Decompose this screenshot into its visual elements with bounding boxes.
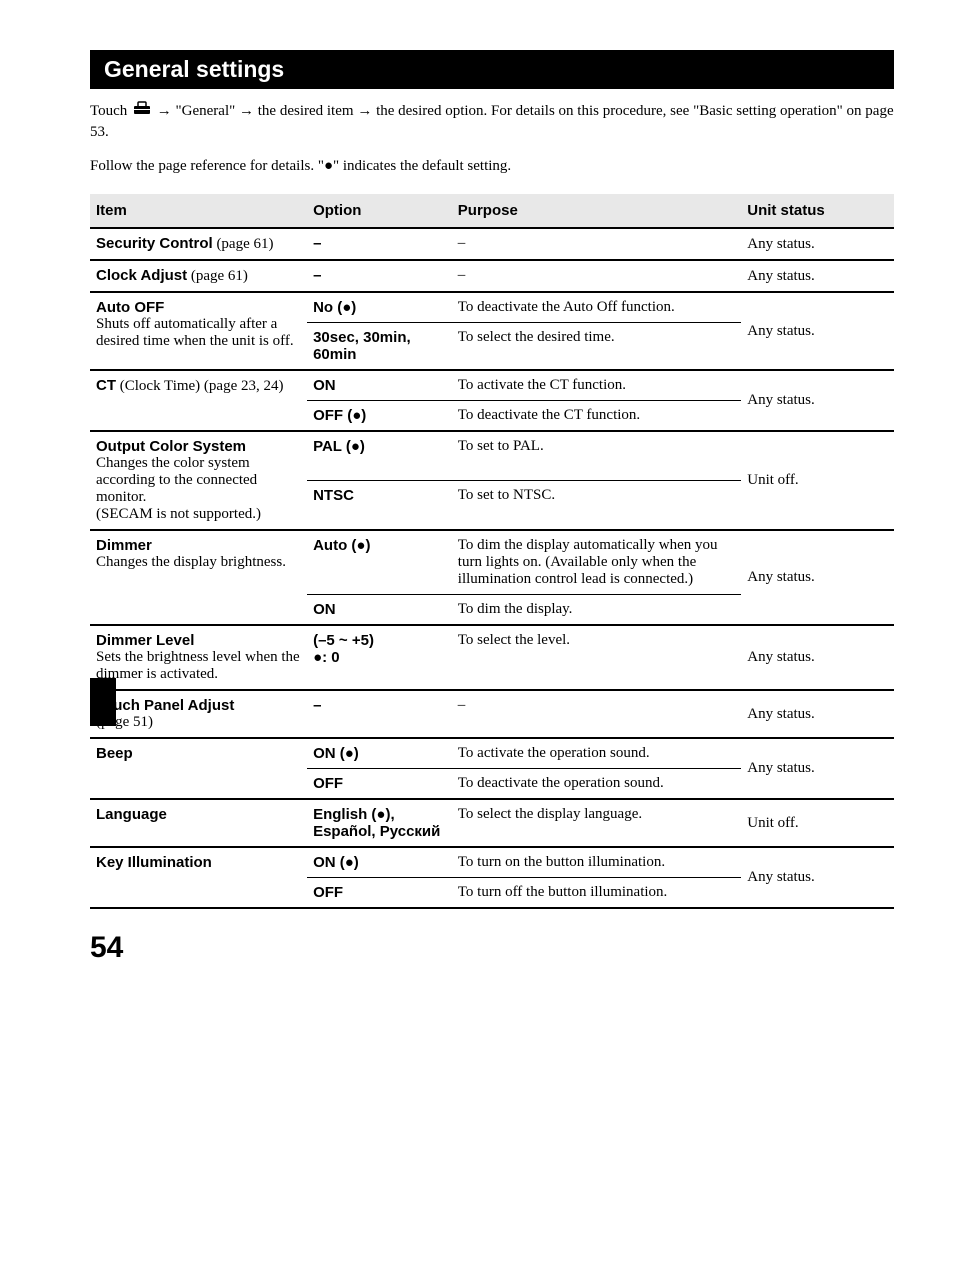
option-cell: PAL (●) <box>307 431 452 481</box>
table-row: Dimmer Changes the display brightness. A… <box>90 530 894 595</box>
purpose-cell: To deactivate the Auto Off function. <box>452 292 741 323</box>
intro-line2: Follow the page reference for details. "… <box>90 156 894 176</box>
status-cell: Any status. <box>741 260 894 292</box>
item-autooff-desc: Shuts off automatically after a desired … <box>96 316 301 350</box>
arrow-icon: → <box>239 102 254 119</box>
option-cell: OFF <box>307 769 452 800</box>
item-output: Output Color System <box>96 438 301 455</box>
item-output-desc: Changes the color system according to th… <box>96 455 301 506</box>
purpose-cell: To set to NTSC. <box>452 481 741 531</box>
intro-touch: Touch <box>90 103 127 119</box>
option-cell: No (●) <box>307 292 452 323</box>
table-row: Key Illumination ON (●) To turn on the b… <box>90 847 894 878</box>
option-cell: (–5 ~ +5) ●: 0 <box>307 625 452 690</box>
purpose-cell: To dim the display automatically when yo… <box>452 530 741 595</box>
item-keyillum: Key Illumination <box>96 854 212 871</box>
purpose-cell: To select the desired time. <box>452 323 741 371</box>
page-number: 54 <box>90 931 894 965</box>
option-cell: – <box>307 260 452 292</box>
option-cell: ON (●) <box>307 847 452 878</box>
purpose-cell: To activate the operation sound. <box>452 738 741 769</box>
table-row: Output Color System Changes the color sy… <box>90 431 894 481</box>
table-row: Language English (●), Español, Русский T… <box>90 799 894 847</box>
purpose-cell: To activate the CT function. <box>452 370 741 401</box>
option-cell: Auto (●) <box>307 530 452 595</box>
item-clock-ref: (page 61) <box>187 268 248 284</box>
status-cell: Unit off. <box>741 799 894 847</box>
item-dimmerlevel: Dimmer Level <box>96 632 301 649</box>
intro2b: " indicates the default setting. <box>333 158 511 174</box>
purpose-cell: To set to PAL. <box>452 431 741 481</box>
arrow-icon: → <box>157 102 172 119</box>
item-dimmer-desc: Changes the display brightness. <box>96 554 301 571</box>
header-item: Item <box>90 194 307 228</box>
item-language: Language <box>96 806 167 823</box>
status-cell: Unit off. <box>741 431 894 530</box>
table-row: Auto OFF Shuts off automatically after a… <box>90 292 894 323</box>
item-dimmerlevel-desc: Sets the brightness level when the dimme… <box>96 649 301 683</box>
item-clock: Clock Adjust <box>96 267 187 284</box>
purpose-cell: To turn on the button illumination. <box>452 847 741 878</box>
item-autooff: Auto OFF <box>96 299 301 316</box>
item-ct-ref: (Clock Time) (page 23, 24) <box>116 378 283 394</box>
status-cell: Any status. <box>741 690 894 738</box>
item-security-ref: (page 61) <box>213 236 274 252</box>
purpose-cell: – <box>452 690 741 738</box>
status-cell: Any status. <box>741 625 894 690</box>
purpose-cell: To deactivate the operation sound. <box>452 769 741 800</box>
item-dimmer: Dimmer <box>96 537 301 554</box>
option-cell: ON (●) <box>307 738 452 769</box>
option-cell: 30sec, 30min, 60min <box>307 323 452 371</box>
status-cell: Any status. <box>741 530 894 625</box>
status-cell: Any status. <box>741 847 894 908</box>
purpose-cell: To turn off the button illumination. <box>452 878 741 909</box>
table-row: CT (Clock Time) (page 23, 24) ON To acti… <box>90 370 894 401</box>
intro-item: the desired item <box>258 103 354 119</box>
option-cell: – <box>307 690 452 738</box>
item-ct: CT <box>96 377 116 394</box>
settings-table: Item Option Purpose Unit status Security… <box>90 194 894 909</box>
section-title-bar: General settings <box>90 50 894 89</box>
side-tab <box>90 678 116 726</box>
purpose-cell: – <box>452 228 741 260</box>
option-cell: English (●), Español, Русский <box>307 799 452 847</box>
arrow-icon: → <box>357 102 372 119</box>
table-row: Security Control (page 61) – – Any statu… <box>90 228 894 260</box>
status-cell: Any status. <box>741 738 894 799</box>
table-row: Clock Adjust (page 61) – – Any status. <box>90 260 894 292</box>
header-status: Unit status <box>741 194 894 228</box>
toolbox-icon <box>133 101 151 121</box>
table-row: Beep ON (●) To activate the operation so… <box>90 738 894 769</box>
option-default: ●: 0 <box>313 649 446 666</box>
purpose-cell: To deactivate the CT function. <box>452 401 741 432</box>
section-title: General settings <box>104 56 284 82</box>
option-range: (–5 ~ +5) <box>313 632 446 649</box>
purpose-cell: To dim the display. <box>452 595 741 626</box>
default-dot-icon: ● <box>324 157 333 174</box>
purpose-cell: To select the display language. <box>452 799 741 847</box>
status-cell: Any status. <box>741 292 894 370</box>
option-cell: ON <box>307 370 452 401</box>
header-purpose: Purpose <box>452 194 741 228</box>
item-beep: Beep <box>96 745 133 762</box>
item-output-desc2: (SECAM is not supported.) <box>96 506 301 523</box>
purpose-cell: To select the level. <box>452 625 741 690</box>
option-cell: NTSC <box>307 481 452 531</box>
header-option: Option <box>307 194 452 228</box>
intro-general: "General" <box>176 103 236 119</box>
status-cell: Any status. <box>741 370 894 431</box>
intro-paragraph: Touch → "General" → the desired item → t… <box>90 101 894 142</box>
item-touch: Touch Panel Adjust <box>96 697 301 714</box>
status-cell: Any status. <box>741 228 894 260</box>
purpose-cell: – <box>452 260 741 292</box>
table-row: Dimmer Level Sets the brightness level w… <box>90 625 894 690</box>
table-row: Touch Panel Adjust (page 51) – – Any sta… <box>90 690 894 738</box>
option-cell: ON <box>307 595 452 626</box>
item-security: Security Control <box>96 235 213 252</box>
intro2a: Follow the page reference for details. " <box>90 158 324 174</box>
item-touch-ref: (page 51) <box>96 714 301 731</box>
option-cell: OFF <box>307 878 452 909</box>
option-cell: – <box>307 228 452 260</box>
option-cell: OFF (●) <box>307 401 452 432</box>
